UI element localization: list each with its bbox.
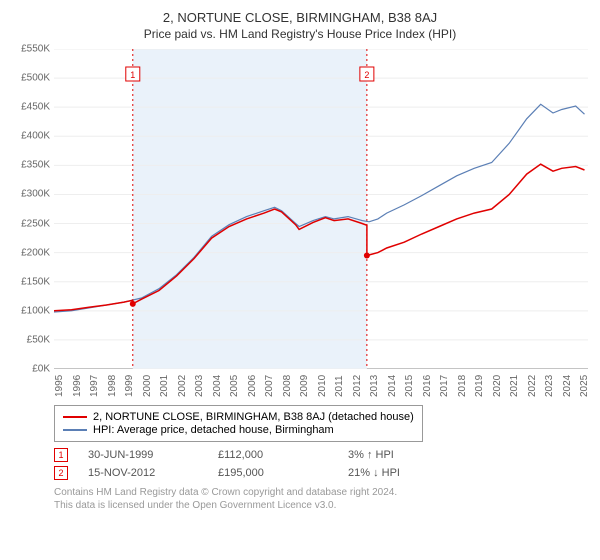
- footer: Contains HM Land Registry data © Crown c…: [54, 486, 588, 512]
- x-tick-label: 2012: [352, 375, 363, 397]
- plot-area: 12: [54, 49, 588, 369]
- x-tick-label: 2021: [509, 375, 520, 397]
- transaction-date-2: 15-NOV-2012: [88, 467, 198, 479]
- transaction-marker-2: 2: [54, 466, 68, 480]
- legend-swatch-hpi: [63, 429, 87, 431]
- x-tick-label: 2008: [282, 375, 293, 397]
- x-tick-label: 2011: [334, 375, 345, 397]
- transaction-table: 1 30-JUN-1999 £112,000 3% ↑ HPI 2 15-NOV…: [54, 448, 588, 480]
- x-tick-label: 2017: [439, 375, 450, 397]
- footer-line1: Contains HM Land Registry data © Crown c…: [54, 486, 588, 499]
- x-tick-label: 2024: [562, 375, 573, 397]
- transaction-date-1: 30-JUN-1999: [88, 449, 198, 461]
- svg-text:1: 1: [130, 70, 135, 80]
- transaction-delta-1: 3% ↑ HPI: [348, 449, 458, 461]
- x-tick-label: 2020: [492, 375, 503, 397]
- legend-label-price: 2, NORTUNE CLOSE, BIRMINGHAM, B38 8AJ (d…: [93, 411, 414, 423]
- transaction-marker-1: 1: [54, 448, 68, 462]
- x-tick-label: 2023: [544, 375, 555, 397]
- chart-subtitle: Price paid vs. HM Land Registry's House …: [12, 27, 588, 41]
- x-tick-label: 2013: [369, 375, 380, 397]
- x-tick-label: 1997: [89, 375, 100, 397]
- plot-svg: 12: [54, 49, 588, 369]
- x-tick-label: 2014: [387, 375, 398, 397]
- x-tick-label: 2022: [527, 375, 538, 397]
- x-tick-label: 2000: [142, 375, 153, 397]
- y-axis: £0K£50K£100K£150K£200K£250K£300K£350K£40…: [12, 49, 54, 369]
- transaction-price-1: £112,000: [218, 449, 328, 461]
- y-tick-label: £400K: [21, 131, 50, 142]
- legend-swatch-price: [63, 416, 87, 418]
- x-tick-label: 2010: [317, 375, 328, 397]
- x-tick-label: 2009: [299, 375, 310, 397]
- x-tick-label: 2018: [457, 375, 468, 397]
- legend: 2, NORTUNE CLOSE, BIRMINGHAM, B38 8AJ (d…: [54, 405, 423, 442]
- x-tick-label: 2006: [247, 375, 258, 397]
- chart-title: 2, NORTUNE CLOSE, BIRMINGHAM, B38 8AJ: [12, 10, 588, 25]
- x-tick-label: 1999: [124, 375, 135, 397]
- x-tick-label: 1996: [72, 375, 83, 397]
- footer-line2: This data is licensed under the Open Gov…: [54, 499, 588, 512]
- legend-label-hpi: HPI: Average price, detached house, Birm…: [93, 424, 334, 436]
- x-tick-label: 2007: [264, 375, 275, 397]
- y-tick-label: £100K: [21, 305, 50, 316]
- y-tick-label: £450K: [21, 102, 50, 113]
- y-tick-label: £550K: [21, 44, 50, 55]
- x-tick-label: 2003: [194, 375, 205, 397]
- chart-container: 2, NORTUNE CLOSE, BIRMINGHAM, B38 8AJ Pr…: [0, 0, 600, 560]
- y-tick-label: £300K: [21, 189, 50, 200]
- x-tick-label: 2002: [177, 375, 188, 397]
- x-tick-label: 2005: [229, 375, 240, 397]
- chart-area: £0K £50K £100K £150K £200K £250K £300K £350K £40…: [12, 49, 588, 399]
- y-tick-label: £200K: [21, 247, 50, 258]
- y-tick-label: £150K: [21, 276, 50, 287]
- transaction-row-1: 1 30-JUN-1999 £112,000 3% ↑ HPI: [54, 448, 588, 462]
- x-tick-label: 1998: [107, 375, 118, 397]
- x-tick-label: 1995: [54, 375, 65, 397]
- legend-row-price: 2, NORTUNE CLOSE, BIRMINGHAM, B38 8AJ (d…: [63, 411, 414, 423]
- transaction-row-2: 2 15-NOV-2012 £195,000 21% ↓ HPI: [54, 466, 588, 480]
- legend-row-hpi: HPI: Average price, detached house, Birm…: [63, 424, 414, 436]
- y-tick-label: £50K: [27, 334, 50, 345]
- y-tick-label: £0K: [32, 364, 50, 375]
- transaction-delta-2: 21% ↓ HPI: [348, 467, 458, 479]
- transaction-price-2: £195,000: [218, 467, 328, 479]
- x-tick-label: 2004: [212, 375, 223, 397]
- svg-text:2: 2: [364, 70, 369, 80]
- y-tick-label: £350K: [21, 160, 50, 171]
- y-tick-label: £250K: [21, 218, 50, 229]
- x-tick-label: 2015: [404, 375, 415, 397]
- x-tick-label: 2016: [422, 375, 433, 397]
- x-tick-label: 2001: [159, 375, 170, 397]
- x-axis: 1995 1996 1997 1998 1999 2000 2001 2002 2003 2004…: [54, 369, 588, 399]
- y-tick-label: £500K: [21, 73, 50, 84]
- x-tick-label: 2019: [474, 375, 485, 397]
- x-tick-label: 2025: [579, 375, 590, 397]
